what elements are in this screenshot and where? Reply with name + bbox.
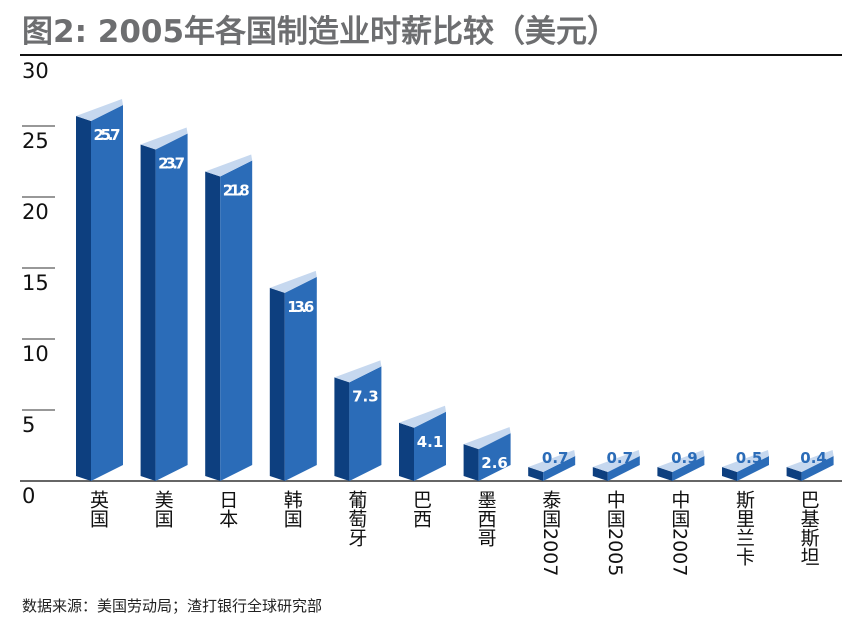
bar-front — [91, 105, 123, 481]
x-category-label: 巴西 — [410, 490, 432, 528]
chart-title: 图2: 2005年各国制造业时薪比较（美元） — [22, 14, 619, 50]
bar-front — [414, 411, 446, 481]
bar-front — [220, 160, 253, 481]
bar-top — [657, 450, 705, 472]
y-tick-label: 20 — [22, 200, 49, 224]
x-category-label: 斯里兰卡 — [733, 490, 755, 566]
bar-side — [657, 467, 673, 481]
data-label: 25.7 — [94, 126, 121, 144]
x-category-label: 泰国2007 — [539, 490, 562, 577]
x-category-label: 英国 — [87, 490, 109, 528]
bar-front — [155, 133, 188, 481]
source-note: 数据来源：美国劳动局；渣打银行全球研究部 — [22, 597, 323, 615]
title-divider — [20, 54, 842, 56]
data-label: 23.7 — [158, 154, 185, 172]
data-label: 21.8 — [223, 181, 250, 199]
y-tick-label: 10 — [22, 342, 49, 366]
y-tick-label: 30 — [22, 59, 49, 83]
bar-side — [463, 444, 479, 481]
x-category-label: 韩国 — [280, 490, 303, 528]
bar-side — [786, 467, 802, 481]
bar-top — [399, 405, 446, 428]
data-label: 0.5 — [736, 449, 763, 467]
bar-top — [269, 270, 317, 293]
bar-top — [722, 450, 769, 472]
bar-front — [801, 456, 834, 481]
x-category-label: 中国2005 — [603, 490, 626, 577]
bar-top — [463, 427, 511, 450]
bar-side — [334, 377, 350, 481]
x-category-label: 中国2007 — [668, 490, 691, 577]
bar-front — [478, 433, 511, 481]
x-category-label: 葡萄牙 — [345, 490, 368, 547]
y-tick-label: 15 — [22, 271, 49, 295]
data-label: 13.6 — [287, 298, 314, 316]
bar-front — [737, 456, 769, 481]
bar-top — [76, 99, 123, 122]
y-tick-label: 25 — [22, 129, 49, 153]
bar-top — [140, 127, 188, 150]
x-category-label: 日本 — [216, 490, 239, 528]
bar-front — [284, 276, 317, 481]
bar-side — [592, 467, 608, 481]
bar-side — [140, 144, 156, 481]
bar-top — [592, 450, 640, 472]
bar-side — [76, 116, 91, 481]
x-category-label: 墨西哥 — [474, 490, 497, 547]
bar-side — [528, 467, 544, 481]
data-label: 0.7 — [607, 449, 634, 467]
y-tick-label: 0 — [22, 484, 35, 508]
bar-side — [269, 287, 285, 481]
data-label: 7.3 — [352, 387, 379, 405]
bar-side — [399, 422, 414, 481]
data-label: 2.6 — [481, 454, 508, 472]
x-category-label: 美国 — [151, 490, 174, 528]
bar-front — [543, 456, 576, 481]
bar-top — [528, 450, 576, 472]
bar-top — [786, 450, 834, 472]
bar-top — [205, 154, 253, 177]
bar-side — [205, 171, 221, 481]
bar-front — [349, 366, 382, 481]
data-label: 0.4 — [800, 449, 827, 467]
y-tick-label: 5 — [22, 413, 35, 437]
bar-top — [334, 360, 382, 383]
data-label: 0.9 — [671, 449, 698, 467]
bar-side — [722, 467, 737, 481]
x-category-label: 巴基斯坦 — [797, 490, 820, 566]
data-label: 0.7 — [542, 449, 569, 467]
data-label: 4.1 — [417, 433, 444, 451]
bar-front — [672, 456, 705, 481]
bar-front — [607, 456, 640, 481]
